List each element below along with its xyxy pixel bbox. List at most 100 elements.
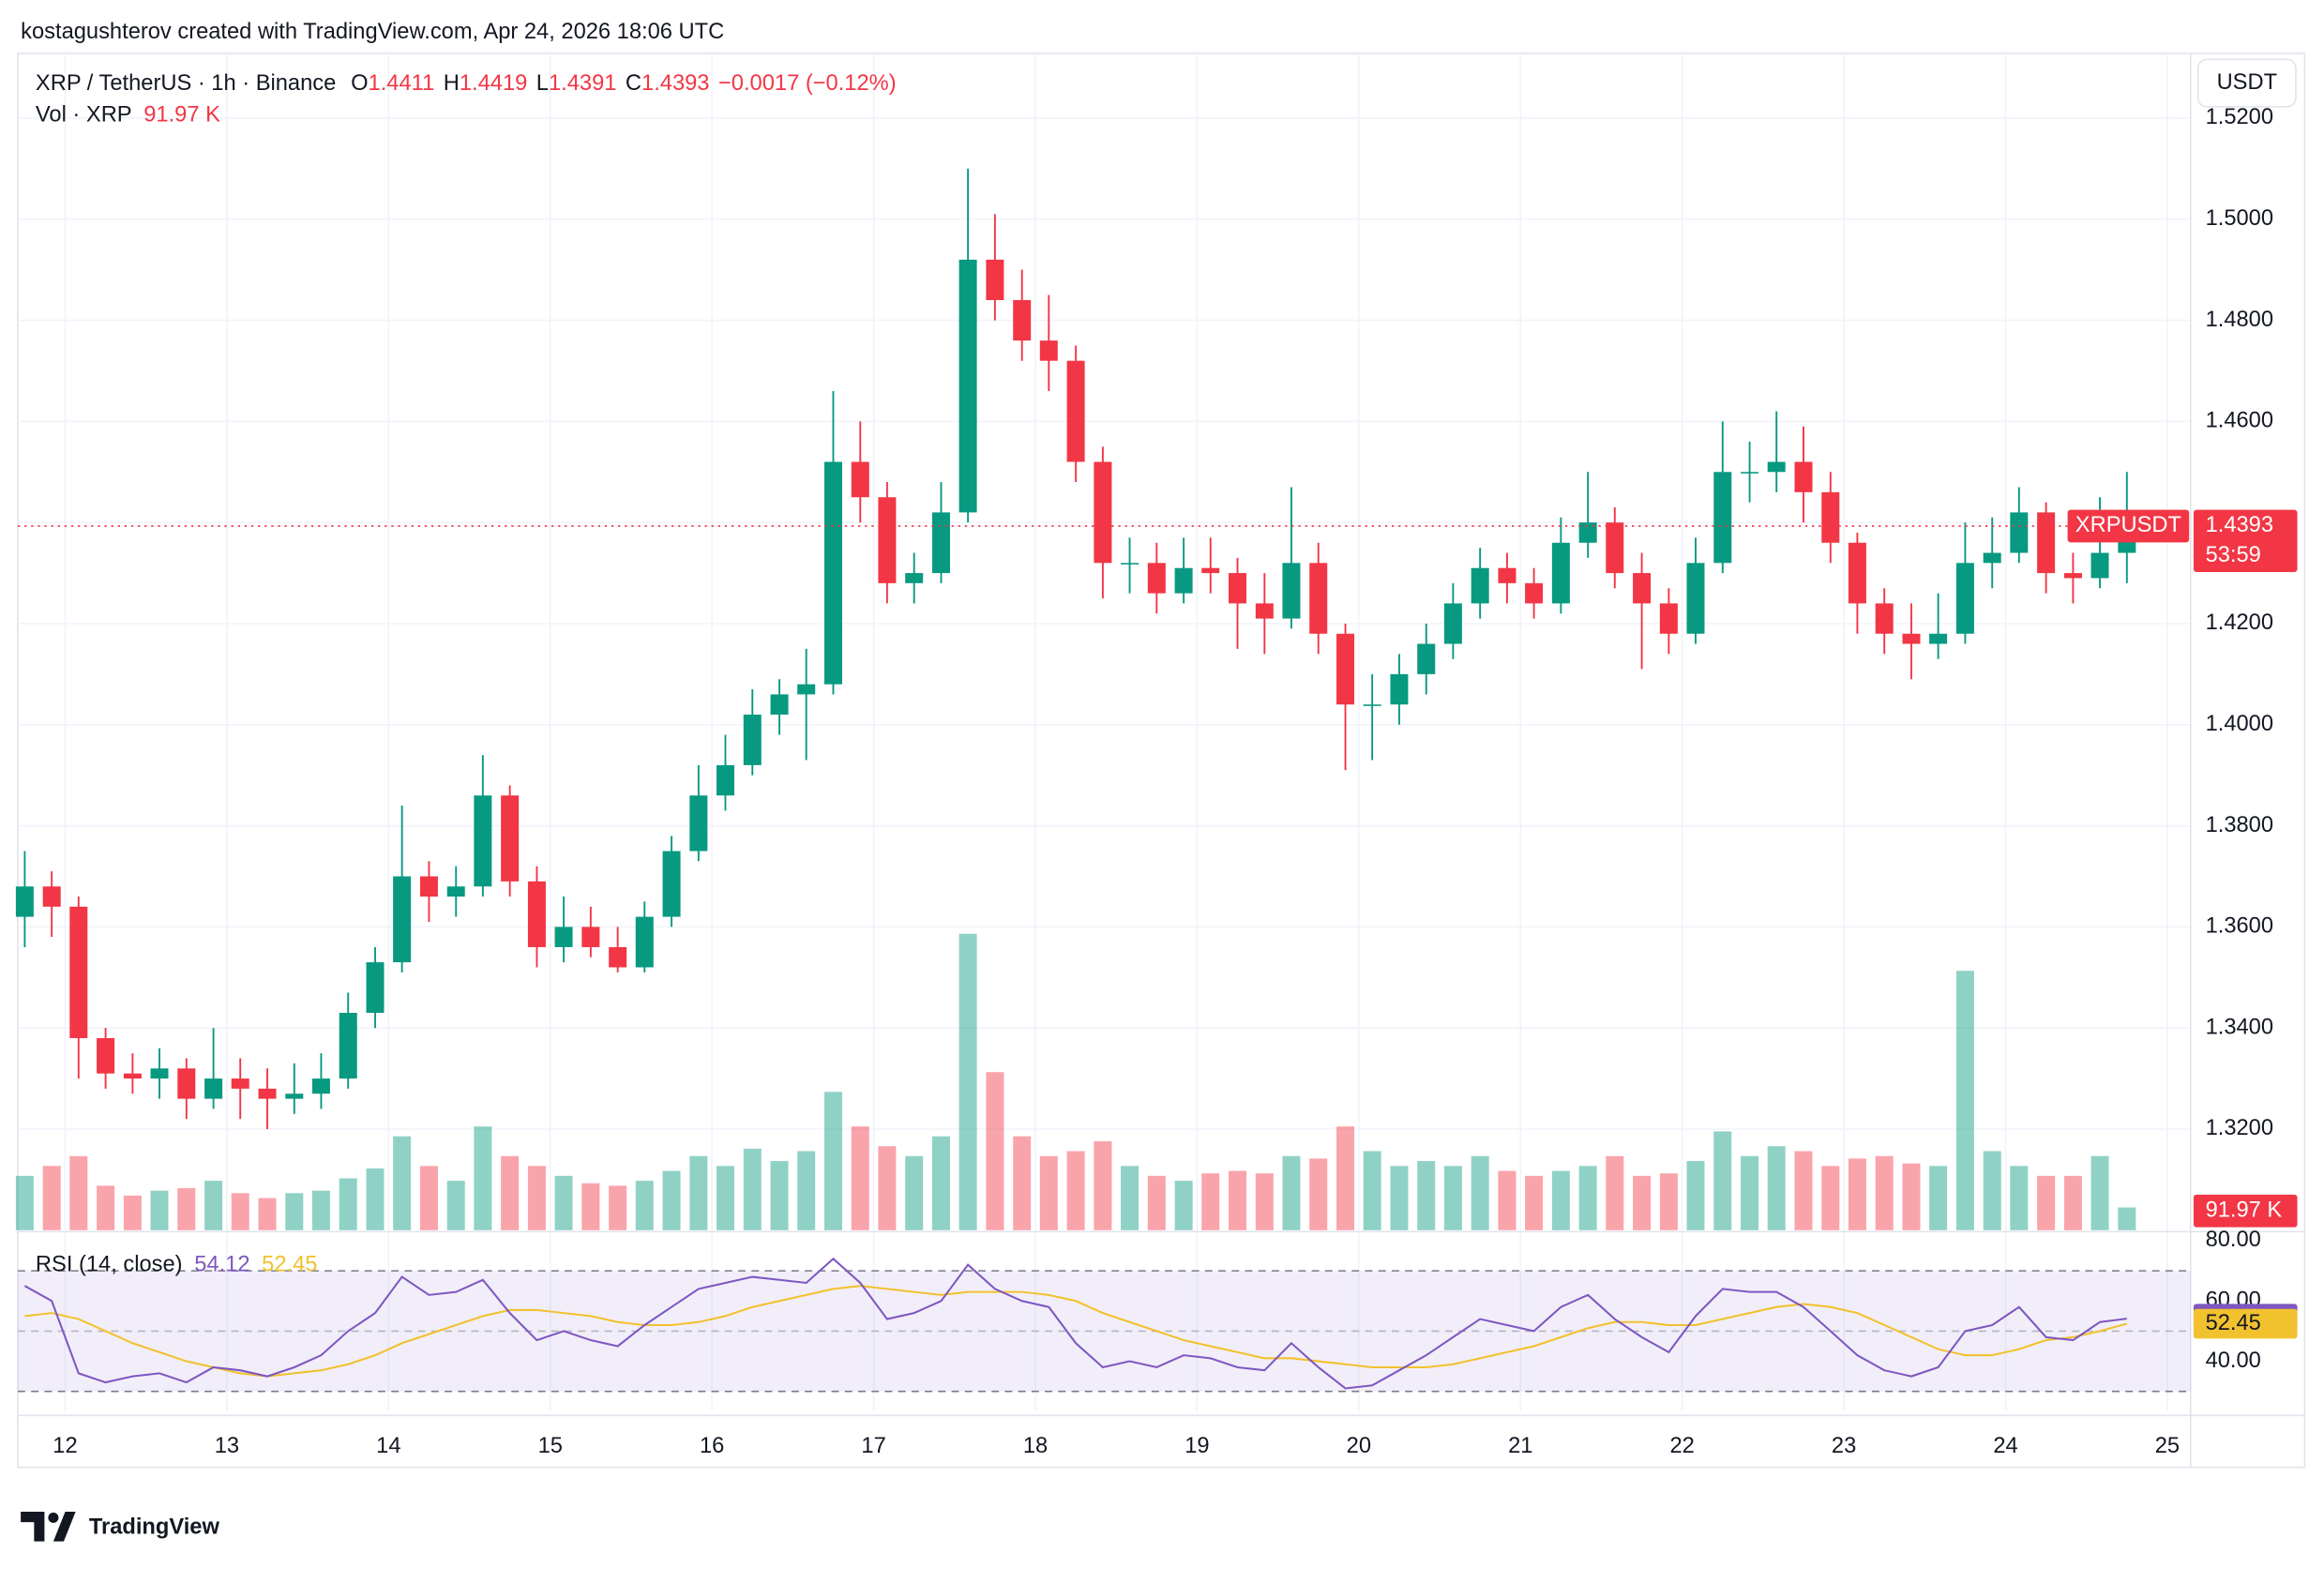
volume-legend: Vol · XRP 91.97 K [36, 103, 220, 128]
volume-bar [1606, 1155, 1624, 1230]
volume-bar [2118, 1207, 2136, 1230]
volume-bar [527, 1166, 546, 1230]
candle-body [1821, 491, 1840, 543]
y-tick-label: 1.4200 [2206, 611, 2273, 635]
candle-body [931, 512, 950, 574]
price-tag-text: 1.4393 [2206, 513, 2273, 537]
volume-bar [285, 1193, 304, 1230]
volume-bar [1039, 1155, 1058, 1230]
x-tick-label: 18 [1023, 1434, 1048, 1458]
volume-bar [69, 1155, 88, 1230]
y-tick-label: 1.3200 [2206, 1116, 2273, 1140]
candle-body [1039, 340, 1058, 361]
candle-body [716, 764, 734, 796]
candle-body [1471, 567, 1489, 604]
candle-body [1094, 461, 1112, 564]
candle-body [501, 795, 520, 882]
candle-body [1955, 563, 1974, 634]
rsi-name: RSI (14, close) [36, 1253, 183, 1277]
candle-body [204, 1078, 223, 1099]
rsi-ma-tag [2193, 1308, 2298, 1339]
volume-bar [1201, 1173, 1220, 1230]
logo-dot [48, 1512, 59, 1523]
y-tick-label: 1.4800 [2206, 308, 2273, 332]
brand-logo [21, 1512, 76, 1542]
y-tick-label: 1.3600 [2206, 914, 2273, 939]
symbol-tag [2067, 509, 2190, 543]
currency-box[interactable] [2196, 58, 2297, 108]
candle-body [311, 1078, 330, 1094]
rsi-ma-value: 52.45 [262, 1253, 317, 1277]
x-tick-label: 15 [538, 1434, 563, 1458]
candle-body [905, 573, 924, 583]
volume-bar [339, 1178, 357, 1230]
volume-bar [1147, 1175, 1166, 1230]
x-tick-label: 24 [1993, 1434, 2017, 1458]
volume-bar [689, 1155, 708, 1230]
currency[interactable]: USDT [2217, 70, 2277, 95]
volume-bar [2090, 1155, 2109, 1230]
candle-body [1633, 573, 1652, 604]
candle-body [1390, 673, 1409, 705]
candle-body [1578, 522, 1597, 543]
volume-bar [150, 1190, 169, 1230]
title: XRP / TetherUS · 1h · Binance [36, 71, 336, 96]
volume-bar [823, 1092, 842, 1230]
rsi-ma-line [24, 1285, 2128, 1378]
candle-body [1741, 472, 1759, 474]
candle-body [285, 1093, 304, 1099]
y-tick-label: 1.5200 [2206, 105, 2273, 129]
y-tick-label: 1.3800 [2206, 813, 2273, 837]
volume-bar [1013, 1136, 1032, 1230]
x-tick-label: 17 [861, 1434, 885, 1458]
volume-bar [1848, 1158, 1866, 1230]
volume-bar [123, 1195, 142, 1230]
volume-bar [1443, 1166, 1462, 1230]
candle-body [366, 962, 385, 1014]
candle-body [1282, 563, 1301, 619]
chart-frame [17, 53, 2306, 1469]
volume-bar [1767, 1146, 1786, 1230]
candle-body [1551, 542, 1570, 604]
logo-mark [21, 1512, 76, 1542]
volume-bar [419, 1166, 438, 1230]
volume-bar [231, 1193, 249, 1230]
rsi-value: 54.12 [194, 1253, 249, 1277]
candle-body [231, 1078, 249, 1089]
volume-bar [1363, 1151, 1381, 1230]
volume-bar [743, 1148, 762, 1230]
candle-body [446, 886, 465, 897]
y-tick-label: 1.5000 [2206, 206, 2273, 231]
candle-body [1201, 567, 1220, 574]
symbol-tag-text: XRPUSDT [2075, 513, 2181, 537]
candle-body [1255, 603, 1274, 619]
candle-body [823, 461, 842, 685]
rsi-line [23, 1257, 2127, 1390]
candle-body [1417, 643, 1436, 674]
brand: TradingView [89, 1515, 220, 1540]
volume-bar [446, 1181, 465, 1230]
volume-bar [1336, 1126, 1355, 1230]
candle-body [1848, 542, 1866, 604]
volume-bar [1121, 1166, 1139, 1230]
volume-bar [958, 933, 977, 1230]
candle-body [15, 886, 34, 917]
candle-body [97, 1037, 115, 1074]
volume-bar [1659, 1173, 1678, 1230]
volume-bar [1417, 1161, 1436, 1230]
volume-bar [1229, 1170, 1247, 1230]
candle-body [986, 259, 1004, 301]
volume-bar [15, 1175, 34, 1230]
x-tick-label: 14 [376, 1434, 400, 1458]
candle-body [1686, 563, 1705, 634]
candle-body [1929, 633, 1948, 644]
x-tick-label: 25 [2155, 1434, 2180, 1458]
volume-bar [42, 1166, 61, 1230]
candle-body [1498, 567, 1517, 583]
candle-body [177, 1068, 196, 1099]
candle-body [609, 946, 627, 968]
volume-bar [474, 1126, 492, 1230]
candle-body [474, 795, 492, 887]
volume-bar [1794, 1151, 1813, 1230]
